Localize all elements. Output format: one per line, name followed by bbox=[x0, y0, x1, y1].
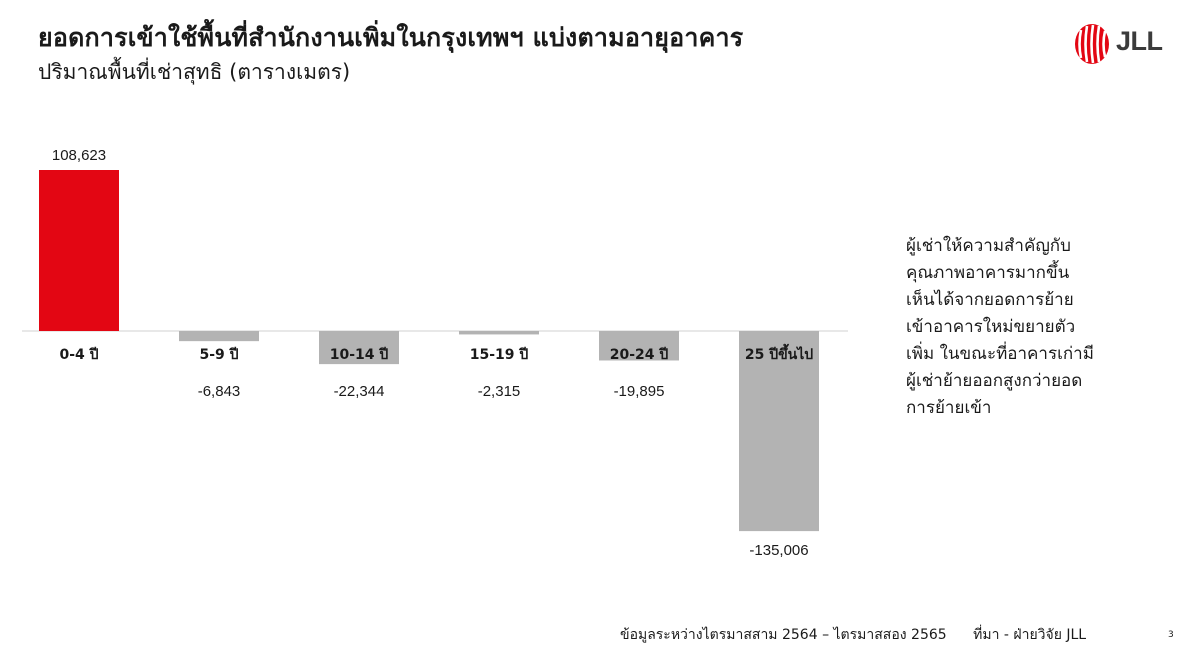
data-label: 108,623 bbox=[52, 147, 106, 164]
note-line: เข้าอาคารใหม่ขยายตัว bbox=[906, 317, 1076, 337]
footer: ข้อมูลระหว่างไตรมาสสาม 2564 – ไตรมาสสอง … bbox=[620, 624, 1108, 646]
bar-chart: 0-4 ปี 108,623 5-9 ปี -6,843 10-14 ปี -22,344… bbox=[22, 147, 848, 559]
data-label: -2,315 bbox=[478, 383, 521, 400]
note-line: ผู้เช่าย้ายออกสูงกว่ายอด bbox=[906, 371, 1083, 391]
data-label: -19,895 bbox=[614, 383, 665, 400]
bar-5 bbox=[599, 331, 679, 361]
bar-4 bbox=[459, 331, 539, 335]
category-label: 0-4 ปี bbox=[59, 347, 98, 363]
bar-1 bbox=[39, 170, 119, 331]
jll-logo-mark-icon bbox=[1075, 24, 1109, 64]
data-label: -6,843 bbox=[198, 383, 241, 400]
bar-3 bbox=[319, 331, 399, 365]
category-label: 25 ปีขึ้นไป bbox=[745, 343, 813, 363]
category-label: 10-14 ปี bbox=[330, 347, 389, 363]
data-label: -22,344 bbox=[334, 383, 385, 400]
note-line: ผู้เช่าให้ความสำคัญกับ bbox=[906, 236, 1071, 256]
footer-period: ข้อมูลระหว่างไตรมาสสาม 2564 – ไตรมาสสอง … bbox=[620, 627, 947, 643]
jll-logo-text: JLL bbox=[1116, 26, 1163, 56]
chart-subtitle: ปริมาณพื้นที่เช่าสุทธิ (ตารางเมตร) bbox=[38, 60, 351, 84]
data-label: -135,006 bbox=[749, 542, 808, 559]
category-label: 15-19 ปี bbox=[470, 347, 529, 363]
bar-6 bbox=[739, 331, 819, 532]
category-label: 5-9 ปี bbox=[199, 347, 238, 363]
insight-note: ผู้เช่าให้ความสำคัญกับ คุณภาพอาคารมากขึ้… bbox=[906, 233, 1186, 422]
note-line: การย้ายเข้า bbox=[906, 398, 992, 418]
note-line: เพิ่ม ในขณะที่อาคารเก่ามี bbox=[906, 344, 1094, 364]
category-label: 20-24 ปี bbox=[610, 347, 669, 363]
note-line: คุณภาพอาคารมากขึ้น bbox=[906, 263, 1070, 283]
bar-2 bbox=[179, 331, 259, 342]
note-line: เห็นได้จากยอดการย้าย bbox=[906, 290, 1074, 310]
chart-title: ยอดการเข้าใช้พื้นที่สำนักงานเพิ่มในกรุงเ… bbox=[38, 23, 744, 52]
jll-logo: JLL bbox=[1072, 22, 1182, 66]
footer-source: ที่มา - ฝ่ายวิจัย JLL bbox=[973, 627, 1087, 643]
page-number: 3 bbox=[1168, 630, 1174, 640]
